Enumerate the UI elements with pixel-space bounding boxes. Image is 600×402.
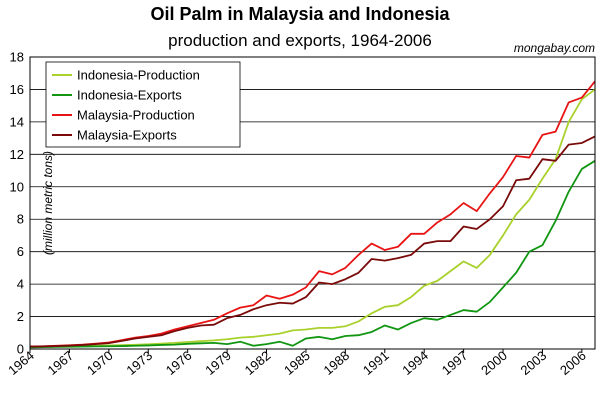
series-line-indonesia-production <box>29 88 596 348</box>
x-tick-label: 1982 <box>242 348 274 378</box>
legend-label: Indonesia-Exports <box>77 88 182 103</box>
x-tick-label: 1997 <box>439 348 471 378</box>
legend: Indonesia-Production Indonesia-Exports Mal… <box>45 61 241 148</box>
chart-title: Oil Palm in Malaysia and Indonesia <box>150 4 450 24</box>
x-tick-label: 2006 <box>557 348 589 378</box>
x-tick-label: 1979 <box>202 348 234 378</box>
y-axis-label: (million metric tons) <box>41 151 55 255</box>
x-tick-labels: 1964 1967 1970 1973 1976 1979 1982 1985 1988 1991… <box>5 348 589 378</box>
x-tick-label: 1970 <box>84 348 116 378</box>
x-tick-label: 1988 <box>320 348 352 378</box>
x-tick-label: 1967 <box>45 348 77 378</box>
series-lines <box>29 80 596 349</box>
legend-label: Indonesia-Production <box>77 68 200 83</box>
legend-label: Malaysia-Exports <box>77 128 177 143</box>
x-tick-label: 1973 <box>123 348 155 378</box>
x-tick-label: 1991 <box>360 348 392 378</box>
y-tick-label: 18 <box>10 50 24 65</box>
y-tick-label: 2 <box>17 309 24 324</box>
y-tick-label: 14 <box>10 114 24 129</box>
credit-label: mongabay.com <box>514 41 595 55</box>
y-tick-label: 8 <box>17 212 24 227</box>
y-tick-label: 12 <box>10 147 24 162</box>
y-tick-label: 6 <box>17 244 24 259</box>
y-tick-labels: 0 2 4 6 8 10 12 14 16 18 <box>10 50 24 357</box>
series-line-indonesia-exports <box>29 160 596 349</box>
legend-label: Malaysia-Production <box>77 108 195 123</box>
x-tick-label: 1976 <box>163 348 195 378</box>
x-tick-label: 2003 <box>518 348 550 378</box>
y-tick-label: 4 <box>17 277 24 292</box>
plot-frame <box>29 56 596 350</box>
x-tick-label: 1964 <box>5 348 37 378</box>
x-tick-label: 1994 <box>399 348 431 378</box>
x-tick-label: 1985 <box>281 348 313 378</box>
y-tick-label: 0 <box>17 342 24 357</box>
x-tick-label: 2000 <box>478 348 510 378</box>
legend-box <box>45 61 241 148</box>
chart-subtitle: production and exports, 1964-2006 <box>168 31 432 50</box>
series-line-malaysia-exports <box>29 135 596 348</box>
y-tick-label: 10 <box>10 179 24 194</box>
y-tick-label: 16 <box>10 82 24 97</box>
